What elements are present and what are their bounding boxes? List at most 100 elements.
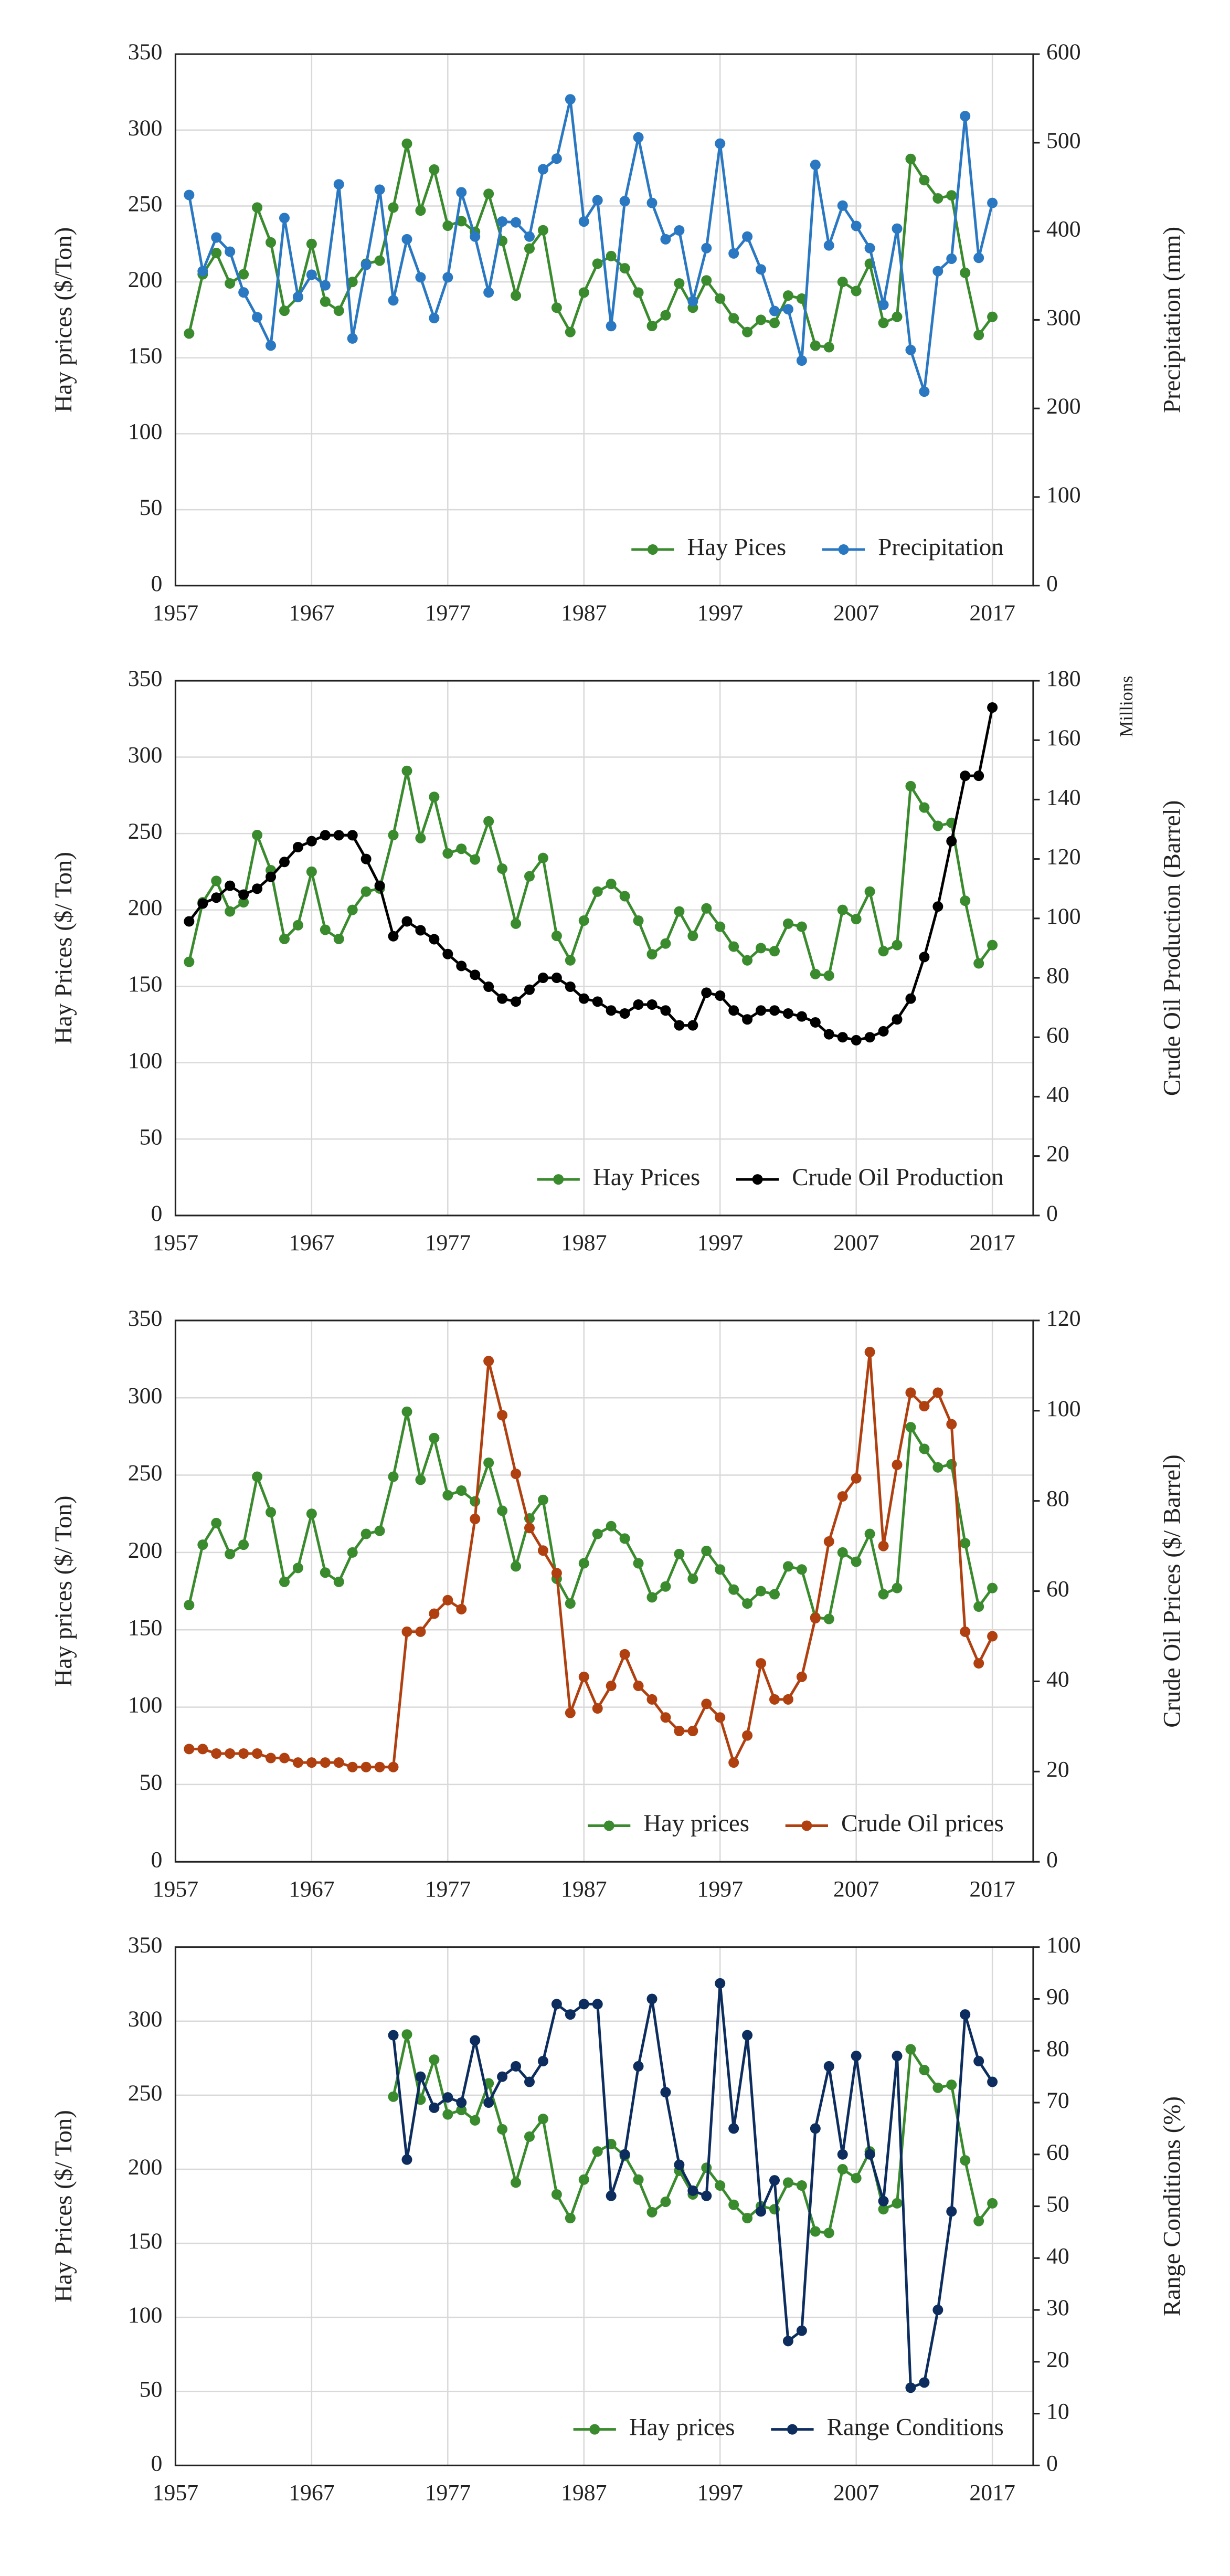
x-tick-label: 1987 [561, 1230, 607, 1255]
data-point [646, 1592, 658, 1603]
data-point [524, 2131, 535, 2142]
data-point [646, 1694, 658, 1705]
data-point [456, 843, 467, 854]
data-point [905, 153, 916, 164]
data-point [633, 1558, 644, 1569]
data-point [756, 943, 767, 954]
data-point [756, 264, 767, 275]
data-point [987, 702, 998, 713]
legend-label: Crude Oil Production [792, 1164, 1003, 1191]
data-point [470, 854, 481, 865]
legend-marker [603, 1820, 614, 1831]
data-point [756, 1005, 767, 1016]
y-tick-label: 350 [128, 1933, 163, 1958]
data-point [279, 933, 290, 944]
data-point [646, 321, 658, 332]
y2-axis-title: Precipitation (mm) [1158, 227, 1185, 413]
data-point [619, 2149, 630, 2160]
data-point [415, 925, 426, 936]
data-point [401, 916, 412, 927]
data-point [701, 1545, 712, 1556]
data-point [674, 278, 685, 289]
data-point [946, 2079, 957, 2091]
y2-tick-label: 120 [1046, 844, 1081, 870]
data-point [578, 2174, 589, 2185]
data-point [606, 250, 617, 261]
data-point [742, 1730, 753, 1741]
data-point [878, 1026, 889, 1037]
data-point [292, 1563, 303, 1574]
y-axis-title: Hay prices ($/Ton) [50, 227, 77, 413]
data-point [756, 1658, 767, 1669]
y-tick-label: 300 [128, 743, 163, 768]
data-point [306, 1757, 317, 1768]
x-tick-label: 1977 [425, 600, 471, 626]
data-point [184, 916, 195, 927]
data-point [225, 278, 236, 289]
data-point [429, 2054, 440, 2065]
data-point [728, 1005, 739, 1016]
data-point [919, 175, 930, 186]
data-point [946, 836, 957, 847]
data-point [292, 841, 303, 852]
data-point [796, 1671, 807, 1682]
y2-tick-label: 60 [1046, 1022, 1069, 1048]
data-point [878, 1540, 889, 1551]
x-tick-label: 1957 [153, 2480, 199, 2506]
data-point [687, 295, 698, 307]
data-point [851, 286, 862, 297]
x-tick-label: 1987 [561, 2480, 607, 2506]
data-point [769, 305, 780, 316]
y-tick-label: 0 [151, 571, 163, 596]
data-point [592, 886, 603, 897]
data-point [796, 355, 807, 366]
data-point [524, 2076, 535, 2087]
data-point [633, 287, 644, 298]
data-point [715, 1712, 726, 1723]
data-point [483, 1356, 494, 1367]
data-point [211, 892, 222, 903]
data-point [837, 200, 848, 211]
data-point [551, 1999, 562, 2010]
y-tick-label: 150 [128, 343, 163, 368]
data-point [606, 321, 617, 332]
data-point [973, 2215, 984, 2226]
plot-frame [174, 53, 1034, 587]
data-point [184, 189, 195, 200]
data-point [864, 2149, 875, 2160]
data-point [619, 1533, 630, 1544]
data-point [211, 1517, 222, 1528]
data-point [524, 1523, 535, 1534]
data-point [415, 1626, 426, 1637]
x-tick-label: 2017 [969, 1877, 1015, 1902]
data-point [320, 830, 331, 841]
y-tick-label: 350 [128, 1306, 163, 1331]
y2-tick-label: 0 [1046, 2451, 1058, 2476]
data-point [565, 2213, 576, 2224]
data-point [987, 1582, 998, 1593]
data-point [796, 921, 807, 932]
data-point [360, 886, 372, 897]
data-point [782, 290, 793, 301]
data-point [211, 248, 222, 259]
data-point [429, 313, 440, 324]
y-tick-label: 50 [140, 2377, 163, 2402]
y2-tick-label: 600 [1046, 39, 1081, 65]
data-point [537, 2114, 548, 2125]
data-point [442, 1595, 453, 1606]
data-point [660, 234, 671, 245]
data-point [960, 895, 971, 906]
data-point [674, 906, 685, 917]
y2-tick-label: 100 [1046, 904, 1081, 929]
data-point [252, 883, 263, 894]
data-point [782, 2336, 793, 2347]
data-point [687, 931, 698, 942]
data-point [360, 1761, 372, 1772]
y2-tick-label: 40 [1046, 1082, 1069, 1107]
data-point [578, 216, 589, 227]
data-point [347, 333, 358, 344]
y2-tick-label: 100 [1046, 1933, 1081, 1958]
y2-tick-label: 140 [1046, 785, 1081, 810]
data-point [565, 1707, 576, 1718]
data-point [715, 921, 726, 932]
